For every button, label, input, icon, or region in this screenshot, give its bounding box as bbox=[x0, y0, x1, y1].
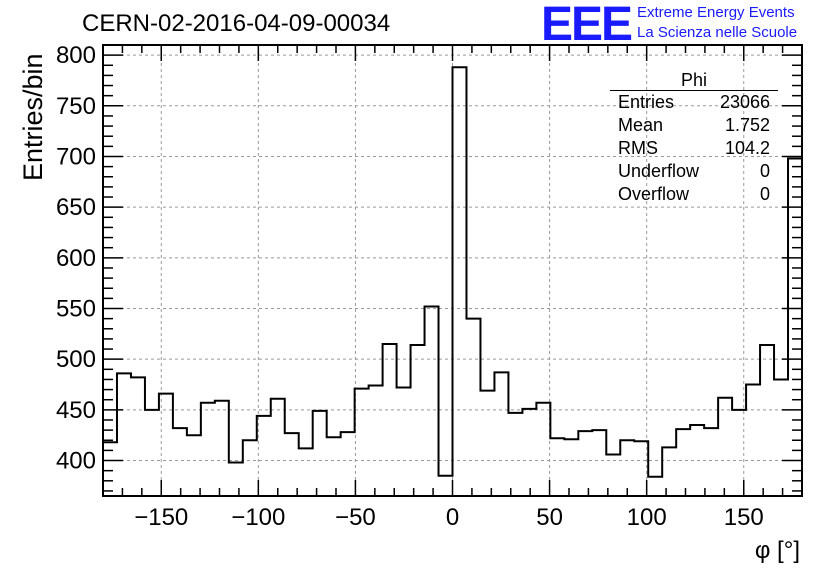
histogram-bin bbox=[313, 411, 327, 496]
y-tick-label: 800 bbox=[56, 42, 96, 69]
logo-line-extreme-energy-events: Extreme Energy Events bbox=[637, 4, 795, 21]
stat-row-rms: RMS 104.2 bbox=[610, 137, 778, 160]
histogram-bin bbox=[760, 345, 774, 496]
histogram-bin bbox=[341, 432, 355, 496]
x-axis-label: φ [°] bbox=[755, 537, 800, 564]
y-tick-label: 650 bbox=[56, 194, 96, 221]
histogram-bin bbox=[550, 438, 564, 496]
stat-label: Mean bbox=[618, 115, 664, 135]
y-axis-label: Entries/bin bbox=[18, 53, 48, 181]
histogram-bin bbox=[704, 428, 718, 496]
histogram-bin bbox=[662, 447, 676, 496]
histogram-bin bbox=[592, 430, 606, 496]
histogram-bin bbox=[494, 372, 508, 496]
stat-label: RMS bbox=[618, 138, 658, 158]
chart-title: CERN-02-2016-04-09-00034 bbox=[82, 10, 391, 37]
histogram-bin bbox=[271, 399, 285, 496]
histogram-bin bbox=[327, 437, 341, 496]
histogram-bin bbox=[355, 389, 369, 496]
histogram-bars bbox=[102, 66, 803, 496]
x-tick-label: 50 bbox=[536, 504, 563, 531]
histogram-bin bbox=[383, 344, 397, 496]
histogram-bin bbox=[439, 476, 453, 496]
histogram-bin bbox=[774, 379, 788, 496]
stat-row-underflow: Underflow 0 bbox=[610, 160, 778, 183]
histogram-bin bbox=[229, 463, 243, 496]
histogram-bin bbox=[145, 410, 159, 496]
histogram-bin bbox=[648, 477, 662, 496]
histogram-bin bbox=[718, 398, 732, 496]
histogram-bin bbox=[411, 345, 425, 496]
histogram-bin bbox=[425, 306, 439, 496]
histogram-bin bbox=[536, 403, 550, 496]
histogram-outline bbox=[102, 66, 803, 496]
histogram-bin bbox=[299, 448, 313, 496]
stats-box: Phi Entries 23066 Mean 1.752 RMS 104.2 U… bbox=[610, 70, 778, 206]
y-tick-label: 400 bbox=[56, 448, 96, 475]
histogram-bin bbox=[676, 429, 690, 496]
x-tick-label: 0 bbox=[446, 504, 459, 531]
x-tick-label: 100 bbox=[627, 504, 667, 531]
histogram-bin bbox=[620, 440, 634, 496]
y-tick-label: 700 bbox=[56, 143, 96, 170]
stat-label: Overflow bbox=[618, 184, 690, 204]
histogram-bin bbox=[131, 377, 145, 496]
histogram-bin bbox=[564, 439, 578, 496]
histogram-bin bbox=[788, 159, 802, 496]
stat-value: 23066 bbox=[719, 92, 770, 112]
histogram-bin bbox=[201, 403, 215, 496]
histogram-bin bbox=[397, 388, 411, 496]
histogram-bin bbox=[243, 440, 257, 496]
histogram-bin bbox=[522, 409, 536, 496]
stat-row-overflow: Overflow 0 bbox=[610, 183, 778, 206]
stat-label: Entries bbox=[618, 92, 675, 112]
stat-value: 104.2 bbox=[724, 138, 770, 158]
histogram-bin bbox=[746, 385, 760, 496]
stat-row-entries: Entries 23066 bbox=[610, 91, 778, 114]
x-tick-label: 150 bbox=[724, 504, 764, 531]
histogram-bin bbox=[578, 431, 592, 496]
histogram-bin bbox=[215, 401, 229, 496]
stat-value: 0 bbox=[759, 161, 770, 181]
histogram-bin bbox=[187, 435, 201, 496]
x-tick-label: −50 bbox=[335, 504, 376, 531]
x-tick-label: −150 bbox=[134, 504, 188, 531]
stat-value: 0 bbox=[759, 184, 770, 204]
histogram-bin bbox=[173, 428, 187, 496]
x-tick-labels: −150 −100 −50 0 50 100 150 bbox=[134, 504, 764, 531]
x-tick-label: −100 bbox=[231, 504, 285, 531]
histogram-bin bbox=[369, 386, 383, 496]
stat-value: 1.752 bbox=[724, 115, 770, 135]
stat-label: Underflow bbox=[618, 161, 700, 181]
y-tick-label: 600 bbox=[56, 245, 96, 272]
y-tick-label: 550 bbox=[56, 296, 96, 323]
histogram-bin bbox=[453, 67, 467, 496]
y-tick-label: 450 bbox=[56, 397, 96, 424]
y-tick-labels: 400 450 500 550 600 650 700 750 800 bbox=[56, 42, 96, 474]
eee-logo: EEE bbox=[541, 0, 633, 51]
y-tick-label: 750 bbox=[56, 93, 96, 120]
logo-line-scienza-scuole: La Scienza nelle Scuole bbox=[637, 24, 798, 41]
stats-title: Phi bbox=[610, 70, 778, 91]
histogram-bin bbox=[285, 433, 299, 496]
histogram-bin bbox=[690, 425, 704, 496]
axis-ticks bbox=[102, 44, 803, 496]
histogram-bin bbox=[117, 373, 131, 496]
histogram-bin bbox=[508, 413, 522, 496]
histogram-bin bbox=[480, 391, 494, 496]
histogram-bin bbox=[466, 319, 480, 496]
y-tick-label: 500 bbox=[56, 346, 96, 373]
stat-row-mean: Mean 1.752 bbox=[610, 114, 778, 137]
